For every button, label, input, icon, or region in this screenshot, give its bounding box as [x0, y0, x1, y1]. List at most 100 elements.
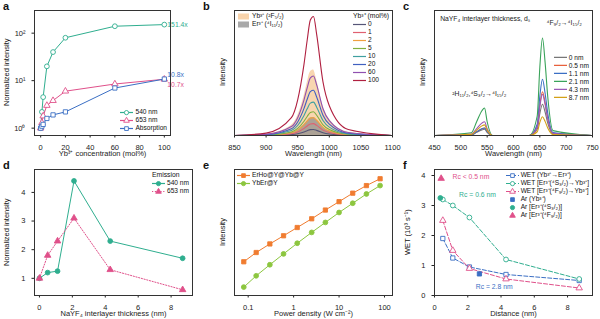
svg-text:4: 4 — [21, 188, 25, 197]
svg-text:40: 40 — [86, 142, 95, 152]
html-text:60: 60 — [368, 68, 376, 75]
svg-text:2: 2 — [466, 303, 470, 312]
svg-text:600: 600 — [507, 142, 520, 152]
svg-text:1100: 1100 — [384, 143, 400, 152]
svg-text:0.1: 0.1 — [243, 303, 253, 312]
svg-text:3: 3 — [21, 216, 25, 225]
html-text:0: 0 — [368, 20, 372, 27]
svg-text:Rc = 2.8 nm: Rc = 2.8 nm — [476, 283, 513, 290]
svg-text:6: 6 — [532, 302, 537, 312]
html-text:Ar [Er³⁺(⁴F₉/₂)]: Ar [Er³⁺(⁴F₉/₂)] — [520, 211, 562, 218]
html-text:b: b — [203, 0, 210, 12]
html-text:WET [Er³⁺(⁴F₉/₂)→Yb³⁺]: WET [Er³⁺(⁴F₉/₂)→Yb³⁺] — [520, 187, 589, 194]
svg-text:10.7x: 10.7x — [167, 81, 184, 88]
svg-text:6: 6 — [136, 302, 141, 312]
svg-text:4: 4 — [421, 171, 425, 180]
html-text:d: d — [3, 159, 10, 171]
html-text:1.1 nm: 1.1 nm — [568, 69, 589, 77]
html-text:Intensity: Intensity — [218, 58, 227, 87]
svg-text:60: 60 — [110, 142, 119, 152]
svg-text:4: 4 — [103, 302, 108, 312]
svg-text:1050: 1050 — [353, 143, 370, 152]
svg-text:2: 2 — [70, 302, 75, 312]
svg-text:Yb³⁺ concentration (mol%): Yb³⁺ concentration (mol%) — [59, 149, 147, 158]
html-text:WET (10³ s⁻¹): WET (10³ s⁻¹) — [403, 209, 412, 255]
svg-text:²H₁₁/₂,⁴S₃/₂→⁴I₁₅/₂: ²H₁₁/₂,⁴S₃/₂→⁴I₁₅/₂ — [452, 90, 506, 97]
svg-text:10⁰: 10⁰ — [14, 124, 25, 133]
html-text:Er³⁺ (⁴I₁₁/₂): Er³⁺ (⁴I₁₁/₂) — [252, 20, 283, 27]
html-text:2.1 nm: 2.1 nm — [568, 77, 589, 85]
svg-text:3: 3 — [421, 201, 425, 210]
html-text:100: 100 — [368, 76, 379, 83]
html-text:10: 10 — [368, 52, 376, 59]
svg-text:Distance (nm): Distance (nm) — [490, 309, 537, 318]
svg-text:NaYF₄ interlayer thickness (nm: NaYF₄ interlayer thickness (nm) — [60, 309, 167, 318]
svg-text:10.8x: 10.8x — [167, 71, 184, 78]
svg-text:0: 0 — [421, 291, 425, 300]
html-text:c: c — [403, 0, 410, 12]
svg-text:Rc = 0.6 nm: Rc = 0.6 nm — [459, 191, 496, 198]
html-text:Ar [Er³⁺(⁴S₃/₂)]: Ar [Er³⁺(⁴S₃/₂)] — [520, 203, 563, 210]
svg-text:4: 4 — [498, 302, 504, 312]
svg-text:100: 100 — [158, 143, 171, 152]
svg-text:0: 0 — [37, 303, 41, 312]
html-text:0.5 nm: 0.5 nm — [568, 61, 589, 69]
html-text:20: 20 — [368, 60, 376, 67]
svg-text:Wavelength (nm): Wavelength (nm) — [485, 149, 542, 158]
html-text:WET [Er³⁺(⁴S₃/₂)→Yb³⁺]: WET [Er³⁺(⁴S₃/₂)→Yb³⁺] — [520, 179, 589, 186]
html-text:540 nm: 540 nm — [135, 108, 158, 115]
svg-text:650: 650 — [533, 142, 547, 152]
svg-text:2: 2 — [21, 245, 25, 254]
svg-text:1000: 1000 — [321, 142, 338, 152]
svg-text:1: 1 — [21, 274, 25, 283]
svg-text:900: 900 — [260, 143, 273, 152]
svg-text:151.4x: 151.4x — [167, 20, 188, 28]
svg-text:Power density (W cm⁻²): Power density (W cm⁻²) — [274, 309, 353, 318]
html-text:653 nm: 653 nm — [135, 116, 158, 123]
svg-text:2: 2 — [421, 231, 425, 240]
svg-text:1: 1 — [421, 261, 425, 270]
html-text:Ar (Yb³⁺): Ar (Yb³⁺) — [520, 195, 546, 202]
svg-text:450: 450 — [428, 143, 441, 152]
svg-text:10: 10 — [334, 302, 344, 312]
svg-text:0: 0 — [39, 143, 43, 152]
svg-text:500: 500 — [455, 143, 468, 152]
svg-text:850: 850 — [228, 143, 241, 152]
svg-text:NaYF₄ interlayer thickness, dₛ: NaYF₄ interlayer thickness, dₛ — [440, 15, 530, 23]
svg-text:1: 1 — [291, 302, 296, 312]
html-text:Normalized intensity: Normalized intensity — [2, 38, 11, 107]
html-text:653 nm: 653 nm — [167, 187, 189, 194]
svg-text:10¹: 10¹ — [15, 76, 26, 85]
html-text:a: a — [3, 0, 10, 12]
svg-text:950: 950 — [291, 142, 304, 152]
svg-text:80: 80 — [135, 142, 144, 152]
html-text:Yb³⁺ (²F₅/₂): Yb³⁺ (²F₅/₂) — [252, 12, 284, 19]
svg-text:10²: 10² — [15, 29, 26, 38]
svg-text:Rc < 0.5 nm: Rc < 0.5 nm — [452, 173, 489, 180]
html-text:WET (Yb³⁺→Er³⁺): WET (Yb³⁺→Er³⁺) — [520, 171, 571, 178]
svg-text:550: 550 — [480, 142, 494, 152]
html-text:YbEr@Y: YbEr@Y — [252, 179, 278, 186]
html-text:4.3 nm: 4.3 nm — [568, 85, 589, 93]
html-text:8.7 nm: 8.7 nm — [568, 93, 589, 101]
html-text:1: 1 — [368, 28, 372, 35]
svg-text:8: 8 — [565, 303, 569, 312]
html-text:0 nm: 0 nm — [568, 53, 584, 61]
html-text:Emission: Emission — [152, 171, 180, 178]
svg-text:0: 0 — [432, 303, 436, 312]
svg-text:100: 100 — [378, 303, 391, 312]
html-text:Normalized intensity: Normalized intensity — [2, 198, 11, 266]
svg-text:⁴F₉/₂→⁴I₁₅/₂: ⁴F₉/₂→⁴I₁₅/₂ — [547, 19, 583, 26]
svg-text:8: 8 — [169, 303, 173, 312]
html-text:Absorption: Absorption — [135, 124, 167, 131]
html-text:540 nm: 540 nm — [167, 179, 189, 186]
html-text:ErHo@Y@Yb@Y: ErHo@Y@Yb@Y — [252, 171, 304, 178]
svg-text:Wavelength (nm): Wavelength (nm) — [285, 149, 342, 158]
svg-text:750: 750 — [586, 143, 599, 152]
html-text:Intensity: Intensity — [218, 218, 227, 246]
svg-text:20: 20 — [61, 142, 70, 152]
html-text:Intensity: Intensity — [418, 58, 427, 87]
svg-text:700: 700 — [560, 143, 573, 152]
html-text:Yb³⁺ (mol%): Yb³⁺ (mol%) — [353, 12, 389, 19]
html-text:e: e — [203, 159, 210, 171]
